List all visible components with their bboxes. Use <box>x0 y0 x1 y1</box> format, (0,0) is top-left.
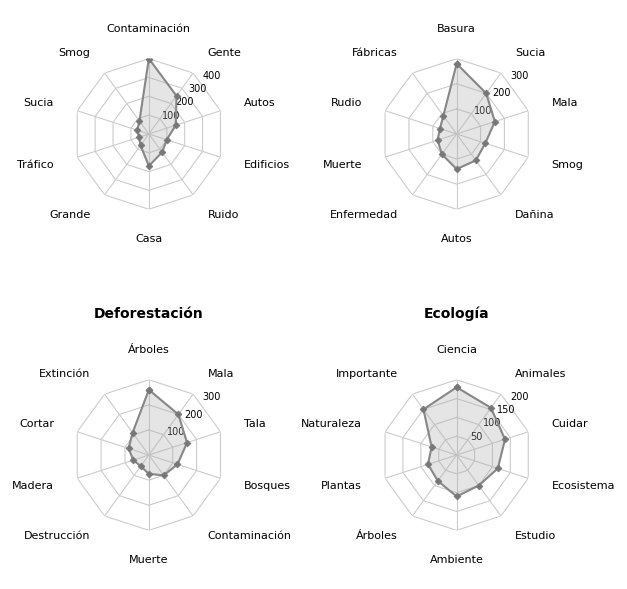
Polygon shape <box>423 387 505 497</box>
Title: Deforestación: Deforestación <box>94 307 204 320</box>
Title: Ecología: Ecología <box>424 306 490 320</box>
Polygon shape <box>137 59 177 166</box>
Polygon shape <box>129 390 187 475</box>
Polygon shape <box>438 64 495 169</box>
